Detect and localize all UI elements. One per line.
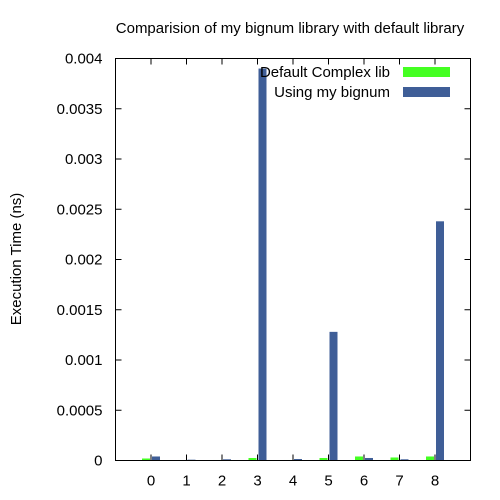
y-axis-label: Execution Time (ns) [8,193,25,326]
bar-series-0-cat-7 [390,457,399,461]
bar-series-0-cat-5 [319,457,328,461]
bar-series-0-cat-3 [248,457,257,461]
bar-series-1-cat-2 [223,459,231,461]
bar-series-1-cat-8 [436,221,444,461]
bar-series-0-cat-8 [426,456,434,461]
x-tick-label: 5 [324,473,332,490]
legend-label: Default Complex lib [260,64,390,81]
bar-series-1-cat-5 [329,331,338,461]
y-tick-label: 0.0025 [57,201,103,218]
bar-series-1-cat-4 [294,458,302,461]
x-tick-label: 7 [395,473,403,490]
axis-ticks: 0 0.0005 0.001 0.0015 0.002 0.0025 0.003 0.0035… [57,51,471,490]
bar-series-1-cat-7 [400,459,409,461]
bars [142,68,444,461]
bar-series-0-cat-0 [142,458,150,461]
x-tick-label: 6 [360,473,368,490]
x-tick-label: 3 [253,473,261,490]
legend-swatch [403,87,450,97]
plot-frame [115,58,471,461]
y-tick-label: 0.001 [65,352,103,369]
x-tick-label: 8 [431,473,439,490]
legend-swatch [403,67,450,77]
chart-title: Comparision of my bignum library with de… [116,20,465,37]
y-tick-label: 0.0005 [57,402,103,419]
y-tick-label: 0.0015 [57,302,103,319]
x-tick-label: 0 [147,473,155,490]
y-tick-label: 0.002 [65,252,103,269]
bar-series-1-cat-0 [152,456,160,461]
x-tick-label: 4 [289,473,297,490]
legend-label: Using my bignum [274,84,390,101]
x-tick-label: 1 [182,473,190,490]
y-tick-label: 0.0035 [57,101,103,118]
bar-series-0-cat-6 [355,456,363,461]
y-tick-label: 0.004 [65,51,103,68]
legend: Default Complex lib Using my bignum [260,64,450,101]
bar-series-1-cat-3 [258,68,267,461]
bar-series-1-cat-6 [365,457,373,461]
y-tick-label: 0.003 [65,151,103,168]
y-tick-label: 0 [94,453,102,470]
x-tick-label: 2 [218,473,226,490]
